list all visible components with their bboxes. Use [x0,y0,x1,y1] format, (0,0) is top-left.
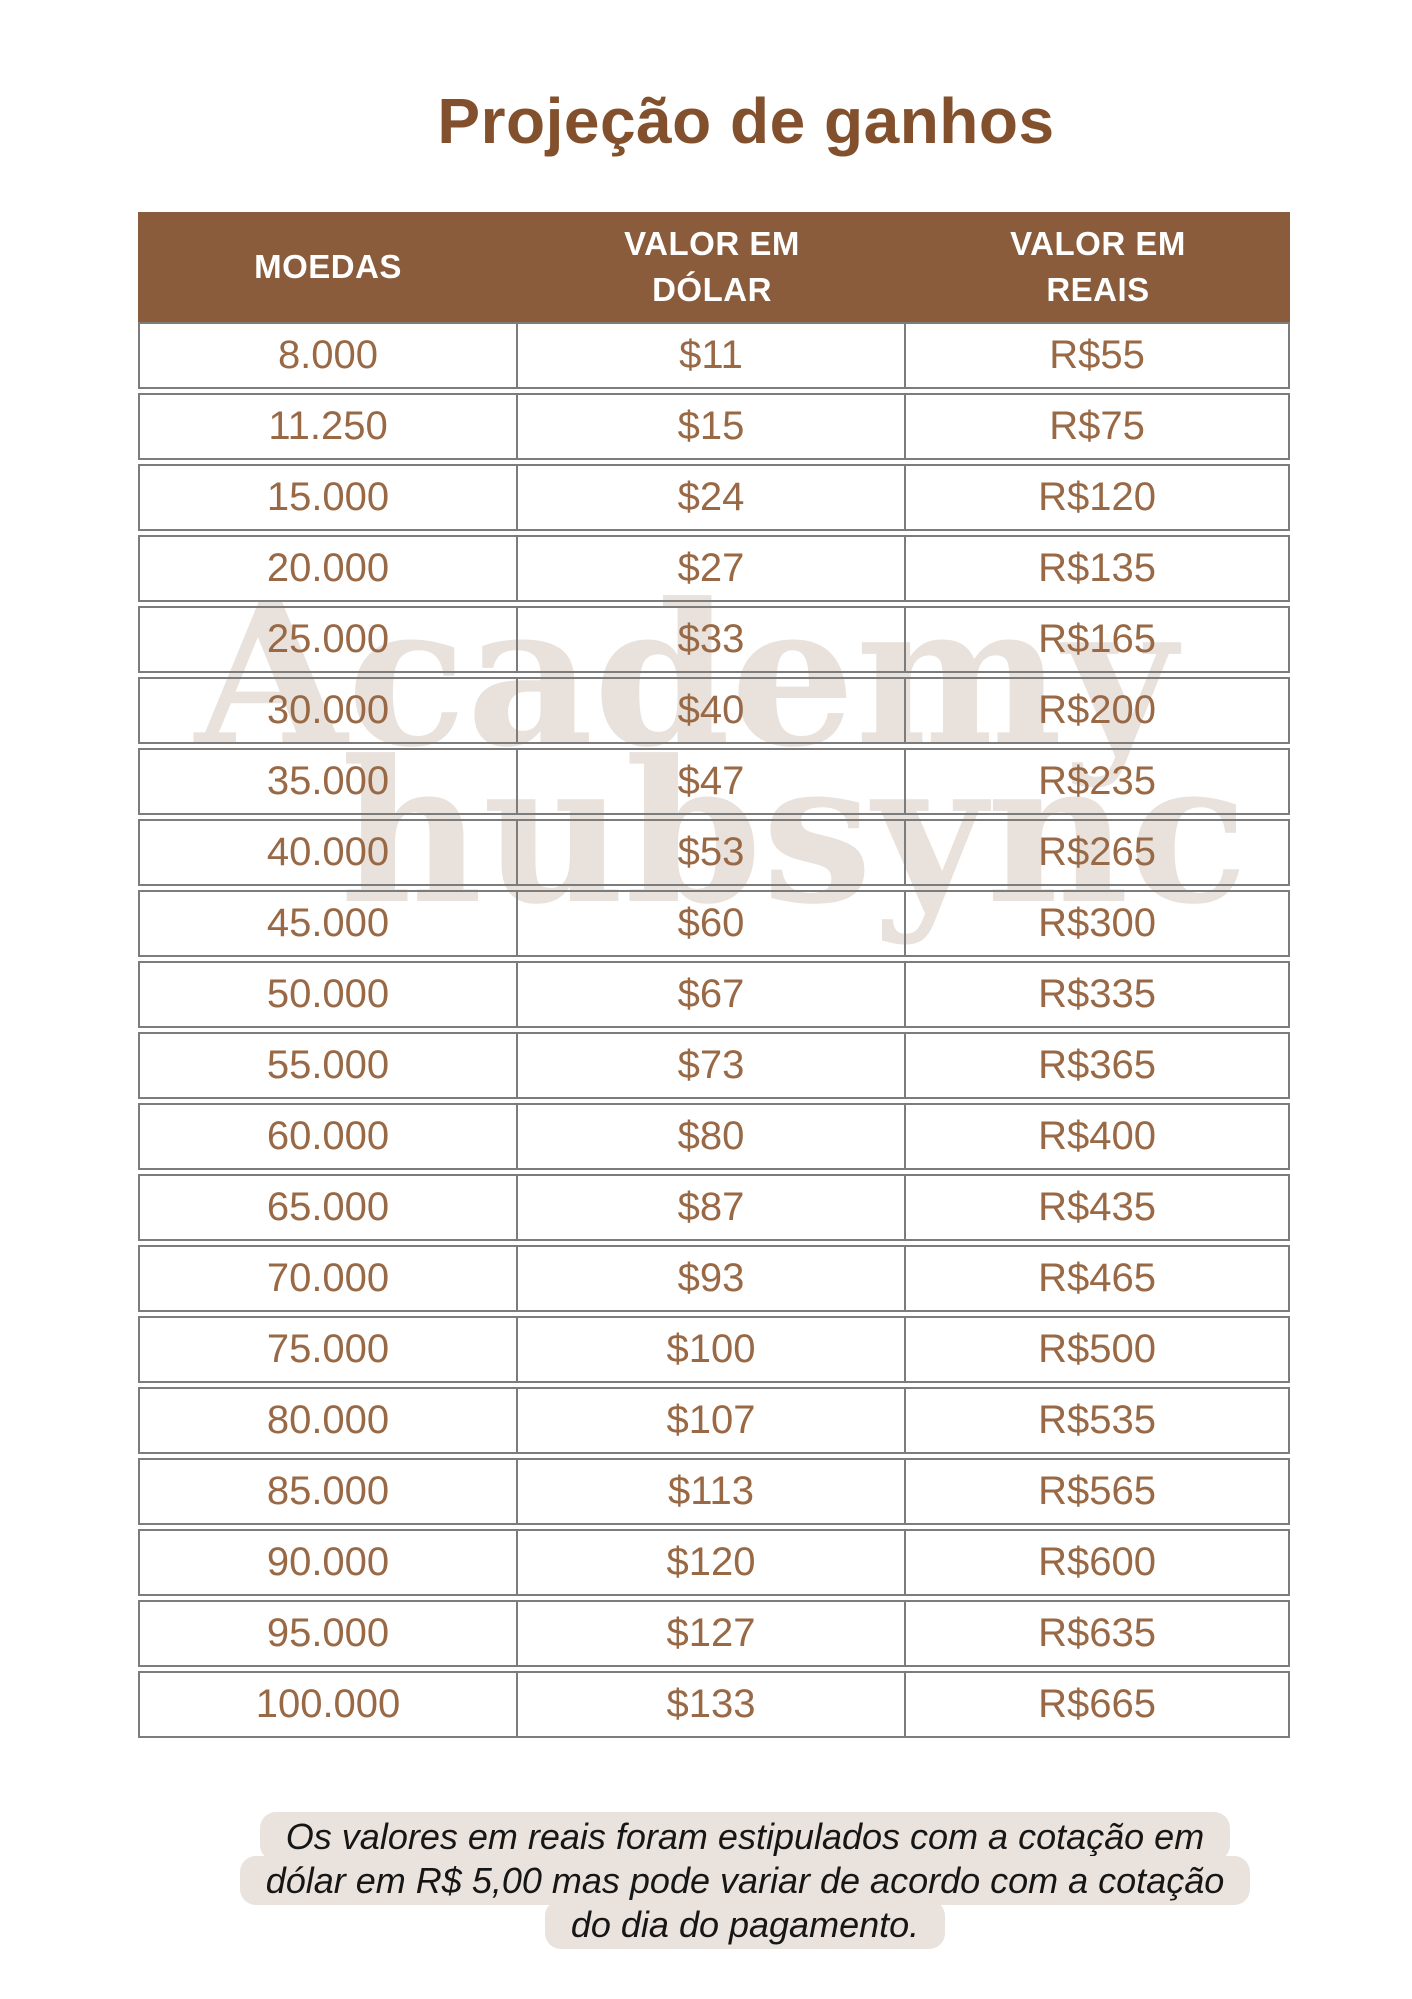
cell-reais: R$335 [906,961,1290,1028]
cell-moedas: 20.000 [138,535,518,602]
cell-dolar: $11 [518,322,906,389]
footnote-line1-text: Os valores em reais foram estipulados co… [259,1812,1231,1861]
cell-dolar: $100 [518,1316,906,1383]
cell-moedas: 55.000 [138,1032,518,1099]
cell-reais: R$400 [906,1103,1290,1170]
table-row: 15.000 $24 R$120 [138,464,1290,531]
cell-reais: R$465 [906,1245,1290,1312]
table-row: 45.000 $60 R$300 [138,890,1290,957]
earnings-projection-table: MOEDAS VALOR EM DÓLAR VALOR EM REAIS 8.0… [138,212,1290,1738]
page-title: Projeção de ganhos [437,85,1055,157]
cell-reais: R$565 [906,1458,1290,1525]
table-row: 30.000 $40 R$200 [138,677,1290,744]
cell-moedas: 15.000 [138,464,518,531]
cell-dolar: $60 [518,890,906,957]
table-header-row: MOEDAS VALOR EM DÓLAR VALOR EM REAIS [138,212,1290,322]
cell-reais: R$300 [906,890,1290,957]
column-header-valor-reais-line2: REAIS [1046,271,1150,308]
column-header-valor-dolar-line2: DÓLAR [652,271,772,308]
column-header-valor-dolar-line1: VALOR EM [624,225,800,263]
cell-dolar: $133 [518,1671,906,1738]
cell-reais: R$55 [906,322,1290,389]
cell-dolar: $53 [518,819,906,886]
cell-moedas: 60.000 [138,1103,518,1170]
cell-reais: R$435 [906,1174,1290,1241]
cell-moedas: 90.000 [138,1529,518,1596]
cell-dolar: $93 [518,1245,906,1312]
cell-reais: R$265 [906,819,1290,886]
column-header-moedas-label: MOEDAS [254,248,402,286]
cell-moedas: 100.000 [138,1671,518,1738]
column-header-valor-reais-line1: VALOR EM [1010,225,1186,263]
cell-reais: R$500 [906,1316,1290,1383]
table-row: 25.000 $33 R$165 [138,606,1290,673]
cell-dolar: $127 [518,1600,906,1667]
cell-dolar: $24 [518,464,906,531]
cell-dolar: $33 [518,606,906,673]
cell-moedas: 11.250 [138,393,518,460]
cell-dolar: $47 [518,748,906,815]
footnote-line: do dia do pagamento. [78,1900,1412,1949]
footnote-line2-text: dólar em R$ 5,00 mas pode variar de acor… [239,1856,1251,1905]
column-header-valor-reais: VALOR EM REAIS [906,221,1290,312]
cell-moedas: 45.000 [138,890,518,957]
cell-dolar: $40 [518,677,906,744]
cell-reais: R$165 [906,606,1290,673]
cell-dolar: $113 [518,1458,906,1525]
cell-moedas: 25.000 [138,606,518,673]
cell-reais: R$75 [906,393,1290,460]
cell-moedas: 35.000 [138,748,518,815]
cell-reais: R$635 [906,1600,1290,1667]
cell-dolar: $107 [518,1387,906,1454]
cell-moedas: 8.000 [138,322,518,389]
cell-reais: R$200 [906,677,1290,744]
table-row: 40.000 $53 R$265 [138,819,1290,886]
cell-dolar: $120 [518,1529,906,1596]
table-row: 11.250 $15 R$75 [138,393,1290,460]
table-row: 55.000 $73 R$365 [138,1032,1290,1099]
cell-moedas: 85.000 [138,1458,518,1525]
cell-reais: R$120 [906,464,1290,531]
cell-moedas: 50.000 [138,961,518,1028]
cell-reais: R$600 [906,1529,1290,1596]
table-row: 8.000 $11 R$55 [138,322,1290,389]
cell-moedas: 30.000 [138,677,518,744]
cell-reais: R$665 [906,1671,1290,1738]
cell-moedas: 70.000 [138,1245,518,1312]
table-body: 8.000 $11 R$55 11.250 $15 R$75 15.000 $24 R$120 2… [138,322,1290,1738]
column-header-moedas: MOEDAS [138,244,518,290]
cell-dolar: $27 [518,535,906,602]
cell-dolar: $87 [518,1174,906,1241]
table-row: 70.000 $93 R$465 [138,1245,1290,1312]
table-row: 100.000 $133 R$665 [138,1671,1290,1738]
column-header-valor-dolar: VALOR EM DÓLAR [518,221,906,312]
table-row: 50.000 $67 R$335 [138,961,1290,1028]
footnote: Os valores em reais foram estipulados co… [0,1812,1412,1949]
table-row: 60.000 $80 R$400 [138,1103,1290,1170]
cell-moedas: 95.000 [138,1600,518,1667]
table-row: 95.000 $127 R$635 [138,1600,1290,1667]
table-row: 20.000 $27 R$135 [138,535,1290,602]
cell-dolar: $80 [518,1103,906,1170]
table-row: 35.000 $47 R$235 [138,748,1290,815]
cell-reais: R$365 [906,1032,1290,1099]
cell-moedas: 65.000 [138,1174,518,1241]
table-row: 85.000 $113 R$565 [138,1458,1290,1525]
footnote-line3-text: do dia do pagamento. [544,1900,946,1949]
table-row: 90.000 $120 R$600 [138,1529,1290,1596]
cell-reais: R$235 [906,748,1290,815]
cell-moedas: 40.000 [138,819,518,886]
cell-reais: R$135 [906,535,1290,602]
cell-dolar: $67 [518,961,906,1028]
table-row: 75.000 $100 R$500 [138,1316,1290,1383]
cell-moedas: 75.000 [138,1316,518,1383]
footnote-line: dólar em R$ 5,00 mas pode variar de acor… [78,1856,1412,1905]
table-row: 80.000 $107 R$535 [138,1387,1290,1454]
footnote-line: Os valores em reais foram estipulados co… [78,1812,1412,1861]
cell-dolar: $15 [518,393,906,460]
table-row: 65.000 $87 R$435 [138,1174,1290,1241]
cell-moedas: 80.000 [138,1387,518,1454]
cell-dolar: $73 [518,1032,906,1099]
cell-reais: R$535 [906,1387,1290,1454]
